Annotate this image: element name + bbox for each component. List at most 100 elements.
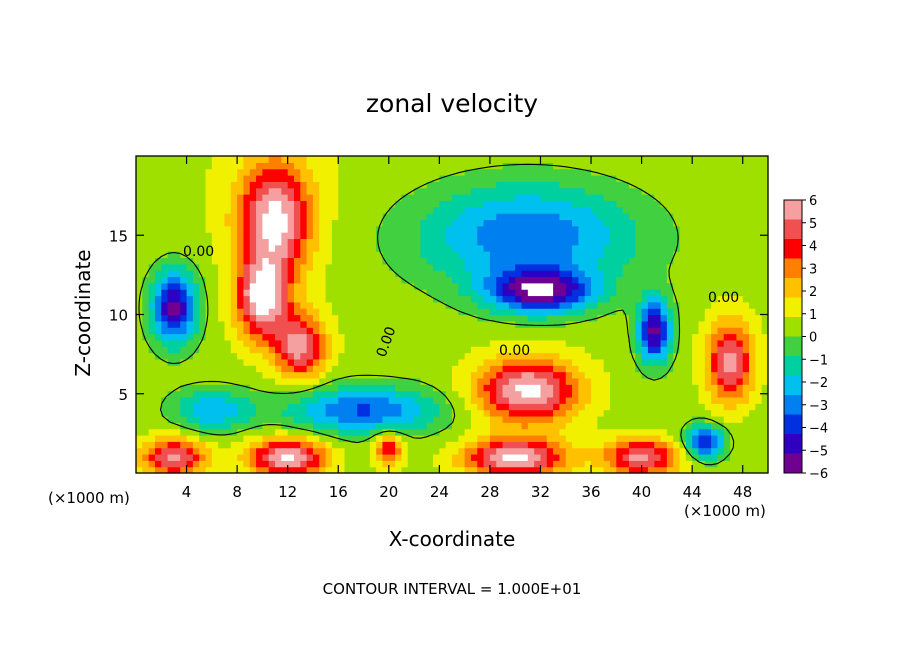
heatmap-cell	[527, 257, 535, 265]
heatmap-cell	[401, 396, 409, 404]
heatmap-cell	[350, 187, 358, 195]
heatmap-cell	[243, 460, 251, 468]
heatmap-cell	[647, 390, 655, 398]
heatmap-cell	[395, 460, 403, 468]
heatmap-cell	[553, 352, 561, 360]
heatmap-cell	[262, 244, 270, 252]
heatmap-cell	[508, 238, 516, 246]
heatmap-cell	[704, 365, 712, 373]
heatmap-cell	[723, 289, 731, 297]
heatmap-cell	[654, 156, 662, 163]
heatmap-cell	[616, 466, 624, 474]
heatmap-cell	[344, 200, 352, 208]
heatmap-cell	[654, 225, 662, 233]
heatmap-cell	[723, 232, 731, 240]
heatmap-cell	[275, 251, 282, 259]
heatmap-cell	[344, 301, 352, 309]
heatmap-cell	[546, 409, 554, 417]
heatmap-cell	[521, 466, 529, 474]
heatmap-cell	[357, 453, 365, 461]
heatmap-cell	[167, 346, 175, 354]
heatmap-cell	[338, 276, 346, 284]
heatmap-cell	[711, 289, 719, 297]
heatmap-cell	[319, 213, 327, 220]
heatmap-cell	[338, 396, 346, 404]
heatmap-cell	[161, 453, 169, 461]
heatmap-cell	[584, 377, 592, 385]
heatmap-cell	[654, 453, 662, 461]
heatmap-cell	[717, 327, 725, 335]
heatmap-cell	[173, 200, 181, 208]
heatmap-cell	[211, 403, 219, 411]
heatmap-cell	[685, 232, 693, 240]
heatmap-cell	[508, 453, 516, 461]
heatmap-cell	[559, 232, 567, 240]
heatmap-cell	[350, 384, 358, 392]
heatmap-cell	[578, 447, 586, 455]
heatmap-cell	[319, 384, 327, 392]
heatmap-cell	[369, 428, 377, 436]
heatmap-cell	[445, 314, 453, 322]
heatmap-cell	[186, 251, 194, 259]
heatmap-cell	[635, 390, 643, 398]
heatmap-cell	[559, 295, 567, 303]
heatmap-cell	[281, 346, 289, 354]
heatmap-cell	[300, 270, 308, 278]
heatmap-cell	[660, 377, 668, 385]
heatmap-cell	[553, 358, 561, 366]
heatmap-cell	[698, 327, 706, 335]
heatmap-cell	[230, 181, 238, 189]
heatmap-cell	[534, 327, 542, 335]
heatmap-cell	[224, 396, 232, 404]
heatmap-cell	[597, 371, 605, 379]
heatmap-cell	[237, 238, 245, 246]
heatmap-cell	[749, 339, 756, 347]
heatmap-cell	[294, 175, 301, 182]
heatmap-cell	[515, 441, 523, 449]
heatmap-cell	[401, 156, 409, 163]
heatmap-cell	[426, 200, 434, 208]
heatmap-cell	[338, 346, 346, 354]
heatmap-cell	[761, 308, 769, 316]
heatmap-cell	[452, 244, 459, 252]
heatmap-cell	[262, 301, 270, 309]
heatmap-cell	[294, 206, 301, 214]
heatmap-cell	[635, 282, 643, 290]
heatmap-cell	[736, 270, 744, 278]
heatmap-cell	[325, 403, 333, 411]
heatmap-cell	[237, 181, 245, 189]
heatmap-cell	[452, 352, 459, 360]
heatmap-cell	[230, 213, 238, 220]
heatmap-cell	[641, 358, 649, 366]
heatmap-cell	[136, 162, 143, 170]
heatmap-cell	[439, 339, 447, 347]
heatmap-cell	[673, 301, 681, 309]
heatmap-cell	[294, 168, 301, 176]
heatmap-cell	[553, 282, 561, 290]
heatmap-cell	[742, 200, 750, 208]
heatmap-cell	[698, 232, 706, 240]
heatmap-cell	[357, 187, 365, 195]
heatmap-cell	[395, 175, 403, 182]
heatmap-cell	[521, 282, 529, 290]
heatmap-cell	[388, 403, 396, 411]
heatmap-cell	[136, 422, 143, 430]
heatmap-cell	[167, 295, 175, 303]
heatmap-cell	[192, 308, 200, 316]
heatmap-cell	[483, 295, 491, 303]
heatmap-cell	[167, 352, 175, 360]
heatmap-cell	[275, 352, 282, 360]
heatmap-cell	[395, 156, 403, 163]
heatmap-cell	[470, 333, 478, 341]
heatmap-cell	[704, 213, 712, 220]
heatmap-cell	[673, 238, 681, 246]
heatmap-cell	[527, 441, 535, 449]
heatmap-cell	[382, 390, 390, 398]
heatmap-cell	[281, 384, 289, 392]
heatmap-cell	[161, 276, 169, 284]
heatmap-cell	[180, 339, 188, 347]
heatmap-cell	[312, 403, 320, 411]
heatmap-cell	[685, 327, 693, 335]
heatmap-cell	[452, 428, 459, 436]
heatmap-cell	[275, 187, 282, 195]
